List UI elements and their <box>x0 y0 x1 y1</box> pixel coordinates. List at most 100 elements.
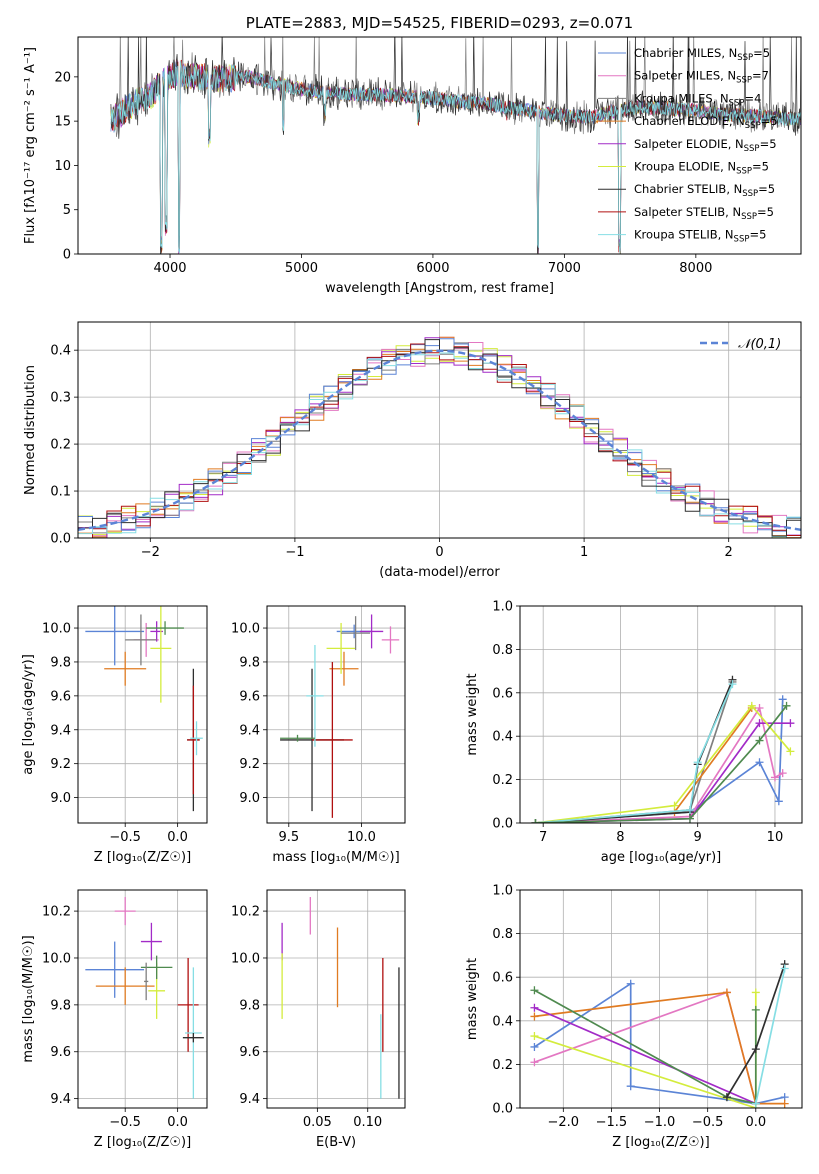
weight-line-kroupa_stelib <box>754 968 786 1104</box>
weight-marker-salpeter_elodie <box>786 719 795 728</box>
weight-marker-chabrier_elodie <box>530 1012 539 1021</box>
mass-weight-vs-age-panel: 7 8 9 10 0.0 0.2 0.4 0.6 0.8 1.0 age [log₁₀(age/yr… <box>465 600 803 865</box>
x-tick-label: 2 <box>725 545 733 560</box>
legend-value: =5 <box>760 137 777 151</box>
y-tick-label: 10 <box>54 159 71 174</box>
y-tick-label: 0.6 <box>492 971 513 986</box>
x-axis-label: wavelength [Angstrom, rest frame] <box>325 281 554 296</box>
x-tick-label: 0.0 <box>167 830 188 845</box>
x-tick-label: 7000 <box>548 261 581 276</box>
y-tick-label: 0.0 <box>50 532 71 547</box>
weight-marker-salpeter_miles <box>778 769 787 778</box>
y-tick-label: 0.4 <box>492 1014 513 1029</box>
age-vs-z-panel: −0.5 0.0 9.0 9.2 9.4 9.6 9.8 10.0 Z [log₁₀(Z/Z☉)… <box>21 605 208 865</box>
y-tick-label: 9.6 <box>50 689 71 704</box>
y-tick-label: 0.0 <box>492 817 513 832</box>
legend-value: =5 <box>757 205 774 219</box>
legend-subscript: SSP <box>729 98 745 108</box>
y-tick-label: 9.2 <box>50 757 71 772</box>
legend-label-kroupa_stelib: Kroupa STELIB, NSSP=5 <box>634 228 766 245</box>
weight-marker-green <box>782 701 791 710</box>
x-tick-label: −2.0 <box>548 1115 580 1130</box>
axes-frame <box>519 605 803 824</box>
legend-name: Kroupa MILES, N <box>634 91 729 105</box>
weight-marker-kroupa_elodie <box>670 801 679 810</box>
legend-subscript: SSP <box>744 144 760 154</box>
legend-subscript: SSP <box>745 121 761 131</box>
legend-name: Chabrier STELIB, N <box>634 182 742 196</box>
x-axis-label: Z [log₁₀(Z/Z☉)] <box>94 1135 191 1150</box>
axes-frame <box>266 605 406 824</box>
y-tick-label: 9.4 <box>239 723 260 738</box>
weight-line-green <box>533 989 757 1105</box>
x-tick-label: 0.05 <box>303 1115 332 1130</box>
x-tick-label: 4000 <box>153 261 186 276</box>
weight-line-chabrier_elodie <box>535 707 753 823</box>
mass-weight-vs-z-panel: −2.0 −1.5 −1.0 −0.5 0.0 0.0 0.2 0.4 0.6 0.8 1.0 Z [… <box>465 884 803 1150</box>
x-tick-label: 5000 <box>285 261 318 276</box>
residuals-panel: −2 −1 0 1 2 0.0 0.1 0.2 0.3 0.4 (data-model)/error… <box>23 321 802 580</box>
weight-marker-chabrier_miles <box>530 1042 539 1051</box>
x-axis-label: mass [log₁₀(M/M☉)] <box>272 850 399 865</box>
y-tick-label: 9.4 <box>50 723 71 738</box>
weight-marker-salpeter_elodie <box>755 719 764 728</box>
x-axis-label: Z [log₁₀(Z/Z☉)] <box>612 1135 709 1150</box>
legend-subscript: SSP <box>736 167 752 177</box>
age-vs-mass-panel: 9.5 10.0 9.0 9.2 9.4 9.6 9.8 10.0 mass [log₁₀(M/… <box>231 605 406 865</box>
y-tick-label: 0.2 <box>50 438 71 453</box>
spectrum-title: PLATE=2883, MJD=54525, FIBERID=0293, z=0… <box>246 14 633 32</box>
legend-label-kroupa_miles: Kroupa MILES, NSSP=4 <box>634 91 761 108</box>
y-axis-label: Flux [fλ10⁻¹⁷ erg cm⁻² s⁻¹ A⁻¹] <box>23 47 38 244</box>
weight-marker-kroupa_stelib <box>751 1099 760 1108</box>
x-axis-label: E(B-V) <box>316 1135 356 1150</box>
y-tick-label: 10.2 <box>42 905 71 920</box>
legend-label-chabrier_stelib: Chabrier STELIB, NSSP=5 <box>634 182 775 199</box>
legend-value: =5 <box>749 228 766 242</box>
weight-marker-kroupa_elodie <box>747 701 756 710</box>
x-tick-label: −1.5 <box>596 1115 628 1130</box>
y-tick-label: 0.0 <box>492 1102 513 1117</box>
y-tick-label: 0.6 <box>492 686 513 701</box>
y-tick-label: 0.4 <box>50 344 71 359</box>
weight-marker-green <box>685 814 694 823</box>
x-axis-label: Z [log₁₀(Z/Z☉)] <box>94 850 191 865</box>
y-tick-label: 0.2 <box>492 1058 513 1073</box>
y-tick-label: 9.8 <box>50 998 71 1013</box>
y-tick-label: 20 <box>54 70 71 85</box>
weight-marker-kroupa_stelib <box>780 964 789 973</box>
x-tick-label: −2 <box>141 545 160 560</box>
legend-subscript: SSP <box>737 53 753 63</box>
legend-value: =4 <box>744 91 761 105</box>
x-tick-label: −1 <box>285 545 304 560</box>
y-tick-label: 0.8 <box>492 927 513 942</box>
legend-subscript: SSP <box>742 189 758 199</box>
weight-marker-chabrier_stelib <box>751 1045 760 1054</box>
y-tick-label: 10.0 <box>42 951 71 966</box>
weight-line-green <box>535 705 788 823</box>
x-tick-label: 8 <box>616 830 624 845</box>
y-tick-label: 10.0 <box>231 951 260 966</box>
y-tick-label: 9.2 <box>239 757 260 772</box>
axes-frame <box>77 36 802 255</box>
x-tick-label: 6000 <box>416 261 449 276</box>
weight-marker-salpeter_miles <box>755 703 764 712</box>
x-tick-label: 1 <box>580 545 588 560</box>
legend-name: Salpeter ELODIE, N <box>634 137 744 151</box>
normal-curve <box>77 349 802 531</box>
x-tick-label: 0.10 <box>353 1115 382 1130</box>
spectrum-line-kroupa_stelib <box>110 60 801 253</box>
weight-marker-green <box>531 819 540 823</box>
y-axis-label: mass weight <box>465 673 480 755</box>
legend-label-salpeter_miles: Salpeter MILES, NSSP=7 <box>634 69 769 86</box>
y-tick-label: 9.6 <box>50 1045 71 1060</box>
y-tick-label: 1.0 <box>492 600 513 615</box>
weight-marker-green <box>530 986 539 995</box>
legend-label-normal: 𝒩(0,1) <box>738 337 781 352</box>
weight-marker-chabrier_elodie <box>780 1099 789 1108</box>
mass-vs-z-panel: −0.5 0.0 9.4 9.6 9.8 10.0 10.2 Z [log₁₀(Z/Z☉)] m… <box>21 889 208 1150</box>
y-tick-label: 5 <box>63 203 71 218</box>
y-tick-label: 9.4 <box>50 1092 71 1107</box>
weight-marker-kroupa_elodie <box>751 988 760 997</box>
x-tick-label: −0.5 <box>692 1115 724 1130</box>
